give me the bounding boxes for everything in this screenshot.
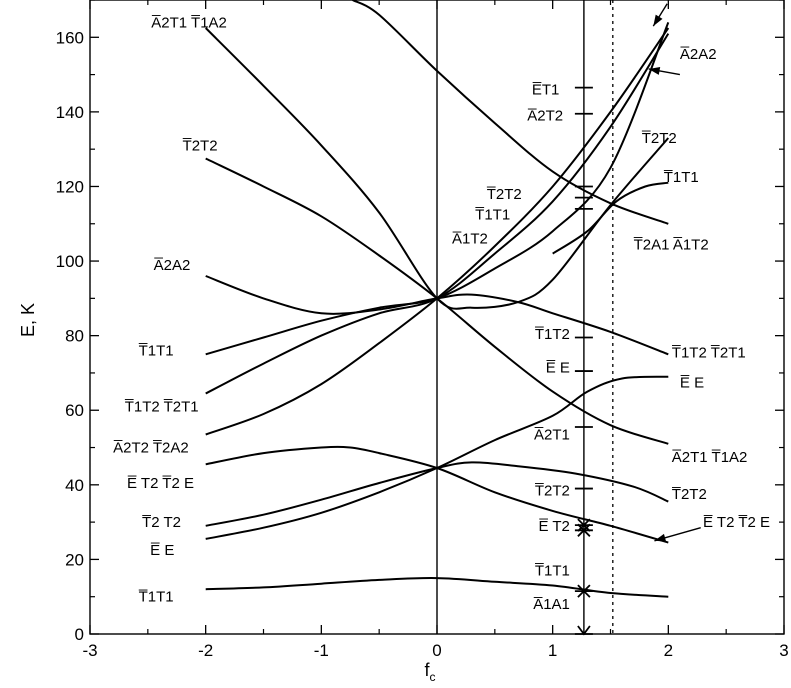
series-line-1 xyxy=(205,375,669,540)
x-tick-label-0: -3 xyxy=(82,641,97,660)
annotation-18: T̅2T2 xyxy=(641,130,676,147)
annotation-12: A̅2T2 xyxy=(527,108,563,125)
annotation-3: A̅2A2 xyxy=(154,257,191,274)
annotation-10: T̅1T1 xyxy=(138,589,173,606)
annotation-5: T̅1T2 T̅2T1 xyxy=(124,399,198,416)
level-cross-1 xyxy=(577,584,591,598)
annotation-1: A̅2T1 T̅1A2 xyxy=(151,14,227,31)
y-tick-label-1: 20 xyxy=(65,550,84,569)
annotation-22: E̅ E xyxy=(680,374,704,391)
level-label-2: E̅ T2 xyxy=(538,518,569,535)
y-tick-label-5: 100 xyxy=(56,252,84,271)
level-label-5: A̅2T1 xyxy=(534,426,570,443)
y-tick-label-4: 80 xyxy=(65,327,84,346)
series-line-5 xyxy=(205,33,670,395)
annotation-23: A̅2T1 T̅1A2 xyxy=(672,449,748,466)
annotation-19: T̅1T1 xyxy=(663,169,698,186)
series-line-9 xyxy=(204,27,670,310)
reference-lines xyxy=(436,0,614,634)
level-marks: A̅1A1 T̅1T1 E̅ T2 T̅2T2 A̅2T1 E̅ E T̅1T2 xyxy=(533,86,593,636)
annotation-21: T̅1T2 T̅2T1 xyxy=(671,344,745,361)
series-line-7 xyxy=(205,275,669,356)
x-tick-label-2: -1 xyxy=(314,641,329,660)
x-tick-label-4: 1 xyxy=(548,641,557,660)
level-label-4: T̅2T2 xyxy=(534,482,569,499)
x-tick-label-3: 0 xyxy=(432,641,441,660)
annotation-20: T̅2A1 A̅1T2 xyxy=(633,236,709,253)
level-cross-3 xyxy=(577,518,591,532)
annotation-11: E̅T1 xyxy=(532,82,560,99)
arrows-group xyxy=(648,3,701,542)
annotations: T̅2A1 A̅1T2 A̅2T1 T̅1A2 T̅2T2 A̅2A2 T̅1T1 T̅1… xyxy=(113,0,770,606)
annotation-7: E̅ T2 T̅2 E xyxy=(127,475,194,492)
y-tick-label-8: 160 xyxy=(56,28,84,47)
x-tick-label-6: 3 xyxy=(779,641,788,660)
annotation-8: T̅2 T2 xyxy=(142,514,181,531)
y-axis-title: E, K xyxy=(18,303,38,337)
level-label-7: T̅1T2 xyxy=(534,326,569,343)
y-tick-label-0: 0 xyxy=(75,625,84,644)
annotation-4: T̅1T1 xyxy=(138,343,173,360)
x-axis-title: fc xyxy=(424,660,435,684)
series-line-6 xyxy=(205,22,670,356)
y-tick-label-3: 60 xyxy=(65,401,84,420)
annotation-24: T̅2T2 xyxy=(671,486,706,503)
series-line-3 xyxy=(205,445,669,544)
x-tick-label-1: -2 xyxy=(198,641,213,660)
y-tick-label-7: 140 xyxy=(56,103,84,122)
series-group xyxy=(204,0,670,598)
annotation-13: T̅2T2 xyxy=(486,186,521,203)
annotation-17: A̅2A2 xyxy=(680,46,717,63)
annotation-0: T̅2A1 A̅1T2 xyxy=(236,0,312,3)
level-label-6: E̅ E xyxy=(546,359,570,376)
arrow-head-1 xyxy=(648,66,661,75)
annotation-9: E̅ E xyxy=(150,542,174,559)
annotation-14: T̅1T1 xyxy=(475,206,510,223)
arrow-head-0 xyxy=(653,14,663,27)
arrow-head-2 xyxy=(654,533,667,542)
annotation-16: A̅2T2 T̅2A2 xyxy=(626,0,702,3)
annotation-15: A̅1T2 xyxy=(452,231,488,248)
x-tick-label-5: 2 xyxy=(664,641,673,660)
series-line-0 xyxy=(205,577,669,598)
level-cross-2 xyxy=(577,523,591,537)
series-line-4 xyxy=(205,27,670,436)
series-line-2 xyxy=(205,461,669,527)
y-tick-label-2: 40 xyxy=(65,476,84,495)
axes: -3 -2 -1 0 1 2 3 0 20 40 60 80 100 120 140 160 xyxy=(56,0,789,660)
annotation-25: E̅ T2 T̅2 E xyxy=(703,514,770,531)
annotation-2: T̅2T2 xyxy=(182,137,217,154)
y-tick-label-6: 120 xyxy=(56,177,84,196)
level-label-0: A̅1A1 xyxy=(533,596,570,613)
level-label-1: T̅1T1 xyxy=(534,563,569,580)
series-line-11 xyxy=(552,181,669,255)
series-line-10 xyxy=(352,0,669,225)
annotation-6: A̅2T2 T̅2A2 xyxy=(113,440,189,457)
